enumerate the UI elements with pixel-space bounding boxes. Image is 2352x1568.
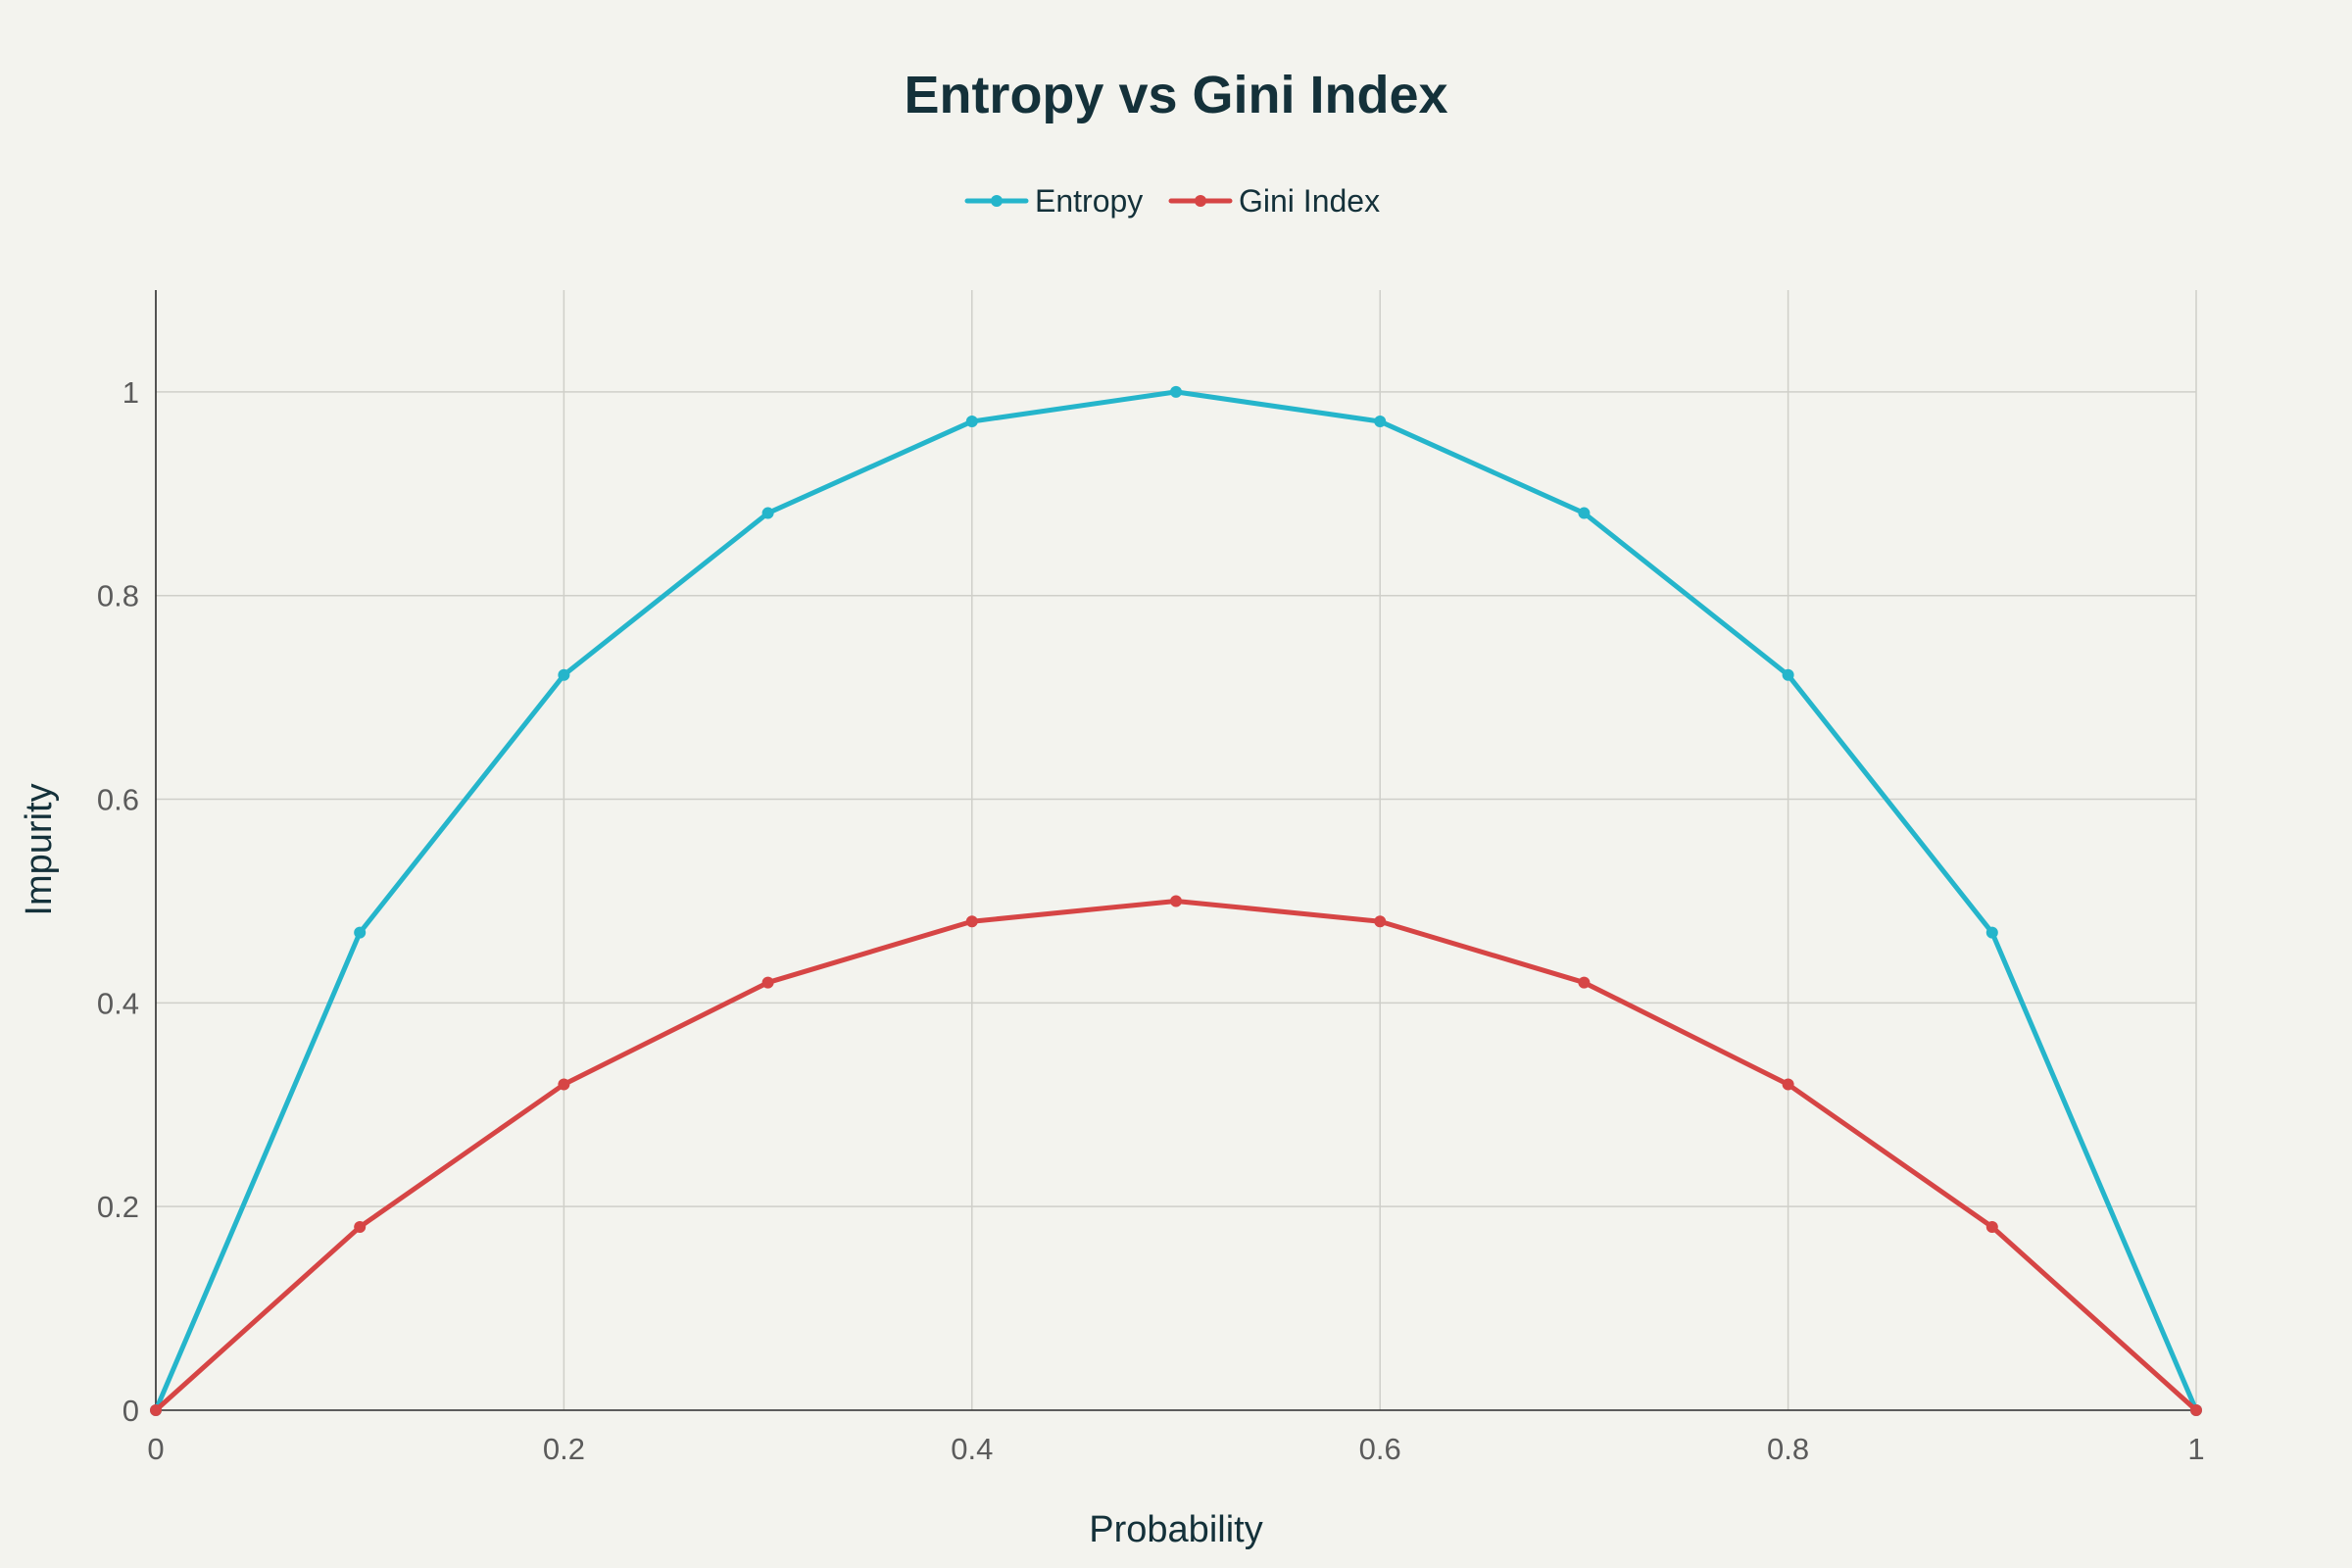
legend-item: Gini Index — [1168, 183, 1380, 219]
data-point — [1374, 416, 1387, 428]
data-point — [1782, 668, 1794, 681]
legend-marker-icon — [991, 195, 1003, 207]
grid — [156, 290, 2197, 1410]
y-axis-ticks: 0 0.2 0.4 0.6 0.8 1 — [97, 375, 139, 1428]
data-point — [150, 1404, 162, 1416]
data-point — [354, 1220, 367, 1233]
data-point — [1985, 1220, 1998, 1233]
x-tick-label: 0.2 — [543, 1432, 585, 1466]
series-gini-index — [150, 895, 2202, 1416]
y-tick-label: 0.4 — [97, 986, 139, 1020]
y-tick-label: 1 — [122, 375, 139, 410]
y-tick-label: 0 — [122, 1394, 139, 1428]
legend-label: Entropy — [1035, 183, 1143, 219]
data-point — [1782, 1078, 1794, 1091]
data-point — [1578, 507, 1591, 519]
data-point — [761, 976, 774, 989]
x-tick-label: 1 — [2187, 1432, 2204, 1466]
data-point — [1985, 926, 1998, 939]
legend-item: Entropy — [964, 183, 1143, 219]
series-layer — [150, 385, 2202, 1416]
data-point — [354, 926, 367, 939]
data-point — [2190, 1404, 2202, 1416]
x-axis-ticks: 0 0.2 0.4 0.6 0.8 1 — [147, 1432, 2204, 1466]
x-tick-label: 0.6 — [1359, 1432, 1401, 1466]
data-point — [965, 915, 978, 928]
data-point — [1170, 385, 1182, 398]
chart-title: Entropy vs Gini Index — [904, 66, 1447, 124]
legend-marker-icon — [1195, 195, 1206, 207]
data-point — [965, 416, 978, 428]
y-tick-label: 0.6 — [97, 783, 139, 817]
y-tick-label: 0.8 — [97, 579, 139, 613]
x-axis-title: Probability — [1089, 1509, 1262, 1550]
y-tick-label: 0.2 — [97, 1190, 139, 1224]
data-point — [1170, 895, 1182, 907]
data-point — [761, 507, 774, 519]
x-tick-label: 0.4 — [951, 1432, 993, 1466]
x-tick-label: 0 — [147, 1432, 164, 1466]
data-point — [558, 1078, 570, 1091]
axes — [155, 290, 2196, 1411]
legend: Entropy Gini Index — [964, 183, 1380, 219]
data-point — [1374, 915, 1387, 928]
legend-label: Gini Index — [1239, 183, 1380, 219]
data-point — [1578, 976, 1591, 989]
data-point — [558, 668, 570, 681]
y-axis-title: Impurity — [19, 783, 60, 915]
x-tick-label: 0.8 — [1767, 1432, 1809, 1466]
